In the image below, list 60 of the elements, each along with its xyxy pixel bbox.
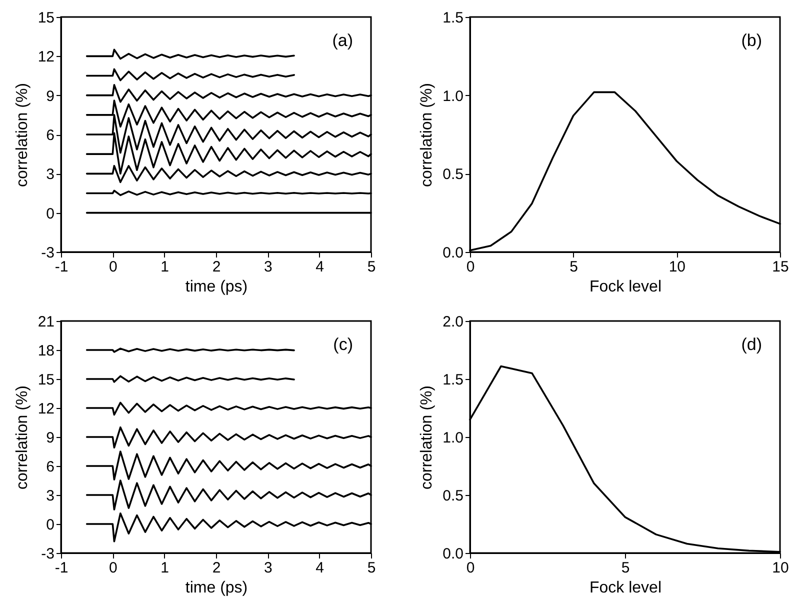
y-tick-label: 1.5 — [442, 10, 464, 26]
y-tick-label: 0.0 — [442, 244, 464, 262]
y-tick-label: 1.0 — [442, 88, 464, 105]
annotation: (b) — [741, 31, 762, 50]
y-tick-label: 0.5 — [442, 488, 464, 504]
y-tick-label: 0 — [46, 205, 54, 222]
y-tick-label: 3 — [46, 488, 54, 504]
x-tick-label: 2 — [212, 258, 221, 276]
annotation: (d) — [741, 335, 762, 354]
y-axis-title: correlation (%) — [14, 385, 31, 490]
x-tick-label: 3 — [264, 258, 272, 276]
x-tick-label: 5 — [570, 258, 578, 276]
x-tick-label: 5 — [367, 258, 376, 276]
line-series — [86, 48, 295, 60]
x-axis-title: Fock level — [589, 278, 662, 296]
x-axis-title: time (ps) — [185, 580, 248, 596]
y-tick-label: 1.0 — [442, 430, 464, 446]
y-tick-label: 0.5 — [442, 166, 464, 184]
y-tick-label: 6 — [46, 458, 54, 476]
x-tick-label: 3 — [264, 560, 272, 576]
y-axis-title: correlation (%) — [418, 385, 436, 490]
x-tick-label: -1 — [54, 258, 68, 276]
x-tick-label: 10 — [668, 258, 686, 276]
x-tick-label: 0 — [108, 258, 118, 276]
x-tick-label: 0 — [108, 560, 118, 576]
y-tick-label: 9 — [46, 430, 54, 446]
y-tick-label: 15 — [38, 10, 54, 26]
x-tick-label: 2 — [212, 560, 221, 576]
x-tick-label: -1 — [54, 560, 68, 576]
x-tick-label: 10 — [772, 560, 789, 576]
x-tick-label: 0 — [466, 560, 475, 576]
x-tick-label: 1 — [160, 560, 170, 576]
x-tick-label: 4 — [316, 560, 324, 576]
y-tick-label: 21 — [38, 314, 54, 330]
y-tick-label: 15 — [38, 372, 54, 388]
x-tick-label: 5 — [367, 560, 376, 576]
y-tick-label: 2.0 — [442, 314, 464, 330]
y-tick-label: 12 — [38, 400, 54, 418]
y-tick-label: 18 — [38, 342, 54, 360]
x-tick-label: 1 — [160, 258, 170, 276]
y-axis-title: correlation (%) — [418, 82, 436, 188]
x-axis-title: Fock level — [589, 580, 662, 596]
y-tick-label: 12 — [38, 48, 54, 66]
y-tick-label: -3 — [41, 546, 54, 562]
y-tick-label: 6 — [46, 127, 54, 144]
x-tick-label: 15 — [772, 258, 789, 276]
y-tick-label: 1.5 — [442, 372, 464, 388]
y-axis-title: correlation (%) — [14, 82, 31, 188]
annotation: (a) — [332, 31, 353, 50]
x-tick-label: 5 — [621, 560, 630, 576]
y-tick-label: 0 — [46, 516, 54, 534]
x-axis-title: time (ps) — [185, 278, 248, 296]
x-tick-label: 0 — [466, 258, 475, 276]
y-tick-label: 0.0 — [442, 546, 464, 562]
y-tick-label: -3 — [41, 244, 54, 262]
line-series — [86, 68, 295, 82]
x-tick-label: 4 — [316, 258, 324, 276]
y-tick-label: 3 — [46, 166, 54, 184]
y-tick-label: 9 — [46, 88, 54, 105]
annotation: (c) — [333, 335, 353, 354]
